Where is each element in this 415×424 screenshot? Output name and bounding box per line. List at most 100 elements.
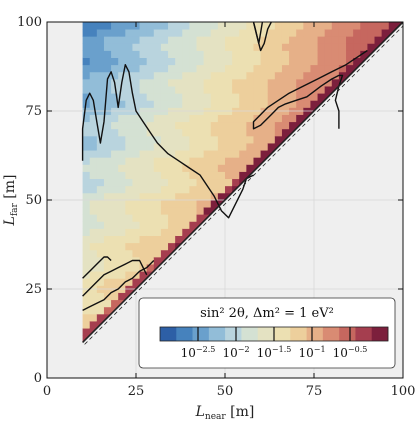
- heatmap-cell: [146, 43, 155, 51]
- heatmap-cell: [82, 192, 91, 201]
- heatmap-cell: [182, 93, 190, 101]
- heatmap-cell: [96, 143, 105, 151]
- heatmap-cell: [196, 29, 205, 37]
- heatmap-cell: [125, 135, 133, 144]
- heatmap-cell: [103, 29, 112, 37]
- heatmap-cell: [82, 214, 91, 222]
- heatmap-cell: [303, 78, 311, 87]
- heatmap-cell: [317, 93, 326, 101]
- heatmap-cell: [175, 86, 183, 94]
- heatmap-cell: [146, 135, 155, 144]
- heatmap-cell: [175, 207, 183, 215]
- heatmap-cell: [253, 143, 261, 151]
- heatmap-cell: [139, 57, 148, 66]
- heatmap-cell: [125, 221, 133, 229]
- heatmap-cell: [246, 114, 254, 123]
- heatmap-cell: [203, 178, 212, 187]
- heatmap-cell: [132, 214, 140, 222]
- heatmap-cell: [196, 22, 205, 30]
- heatmap-cell: [196, 43, 205, 51]
- heatmap-cell: [125, 143, 133, 151]
- heatmap-cell: [225, 29, 233, 37]
- heatmap-cell: [139, 78, 148, 87]
- heatmap-cell: [175, 200, 183, 208]
- heatmap-cell: [217, 29, 226, 37]
- heatmap-cell: [96, 242, 105, 251]
- heatmap-cell: [317, 50, 326, 58]
- heatmap-cell: [346, 43, 354, 51]
- heatmap-cell: [146, 57, 155, 66]
- heatmap-cell: [103, 200, 112, 208]
- heatmap-cell: [317, 29, 326, 37]
- heatmap-cell: [274, 50, 283, 58]
- heatmap-cell: [246, 78, 254, 87]
- heatmap-cell: [103, 214, 112, 222]
- heatmap-cell: [82, 93, 91, 101]
- heatmap-cell: [189, 36, 197, 44]
- colorbar-ticks: 10−2.5 10−2 10−1.5 10−1 10−0.5: [181, 327, 367, 360]
- heatmap-cell: [118, 214, 126, 222]
- heatmap-cell: [111, 249, 119, 258]
- heatmap-cell: [225, 57, 233, 66]
- heatmap-cell: [96, 278, 105, 286]
- heatmap-cell: [246, 93, 254, 101]
- heatmap-cell: [153, 235, 162, 244]
- heatmap-cell: [168, 64, 176, 73]
- heatmap-cell: [82, 157, 91, 165]
- y-tick-label: 50: [25, 193, 42, 208]
- heatmap-cell: [281, 43, 290, 51]
- heatmap-cell: [189, 121, 197, 130]
- heatmap-cell: [296, 36, 304, 44]
- heatmap-cell: [139, 93, 148, 101]
- heatmap-cell: [139, 228, 148, 236]
- colorbar-swatch: [306, 327, 324, 341]
- heatmap-cell: [296, 64, 304, 73]
- heatmap-cell: [182, 207, 190, 215]
- heatmap-cell: [139, 249, 148, 258]
- heatmap-cell: [175, 135, 183, 144]
- heatmap-cell: [132, 207, 140, 215]
- heatmap-cell: [303, 22, 311, 30]
- heatmap-cell: [175, 214, 183, 222]
- heatmap-cell: [160, 207, 169, 215]
- heatmap-cell: [153, 150, 162, 158]
- heatmap-cell: [168, 71, 176, 80]
- heatmap-cell: [217, 128, 226, 137]
- heatmap-cell: [153, 171, 162, 180]
- heatmap-cell: [139, 36, 148, 44]
- heatmap-cell: [118, 100, 126, 108]
- heatmap-cell: [324, 57, 333, 66]
- heatmap-cell: [189, 64, 197, 73]
- heatmap-cell: [160, 78, 169, 87]
- heatmap-cell: [189, 171, 197, 180]
- heatmap-cell: [346, 36, 354, 44]
- heatmap-cell: [260, 43, 269, 51]
- heatmap-cell: [89, 200, 98, 208]
- heatmap-cell: [103, 256, 112, 265]
- heatmap-cell: [281, 114, 290, 123]
- heatmap-cell: [168, 235, 176, 244]
- heatmap-cell: [182, 86, 190, 94]
- heatmap-cell: [346, 22, 354, 30]
- heatmap-cell: [118, 192, 126, 201]
- heatmap-cell: [132, 150, 140, 158]
- heatmap-cell: [146, 78, 155, 87]
- heatmap-cell: [139, 271, 148, 279]
- heatmap-cell: [310, 78, 318, 87]
- heatmap-cell: [217, 178, 226, 187]
- heatmap-cell: [296, 71, 304, 80]
- heatmap-cell: [146, 36, 155, 44]
- heatmap-cell: [103, 143, 112, 151]
- heatmap-cell: [331, 43, 340, 51]
- heatmap-cell: [210, 100, 219, 108]
- heatmap-cell: [196, 57, 205, 66]
- heatmap-cell: [289, 50, 297, 58]
- heatmap-cell: [103, 164, 112, 172]
- heatmap-cell: [153, 57, 162, 66]
- colorbar-swatch: [257, 327, 275, 341]
- heatmap-cell: [103, 249, 112, 258]
- heatmap-cell: [217, 114, 226, 123]
- heatmap-cell: [253, 93, 261, 101]
- heatmap-cell: [96, 185, 105, 194]
- heatmap-cell: [203, 29, 212, 37]
